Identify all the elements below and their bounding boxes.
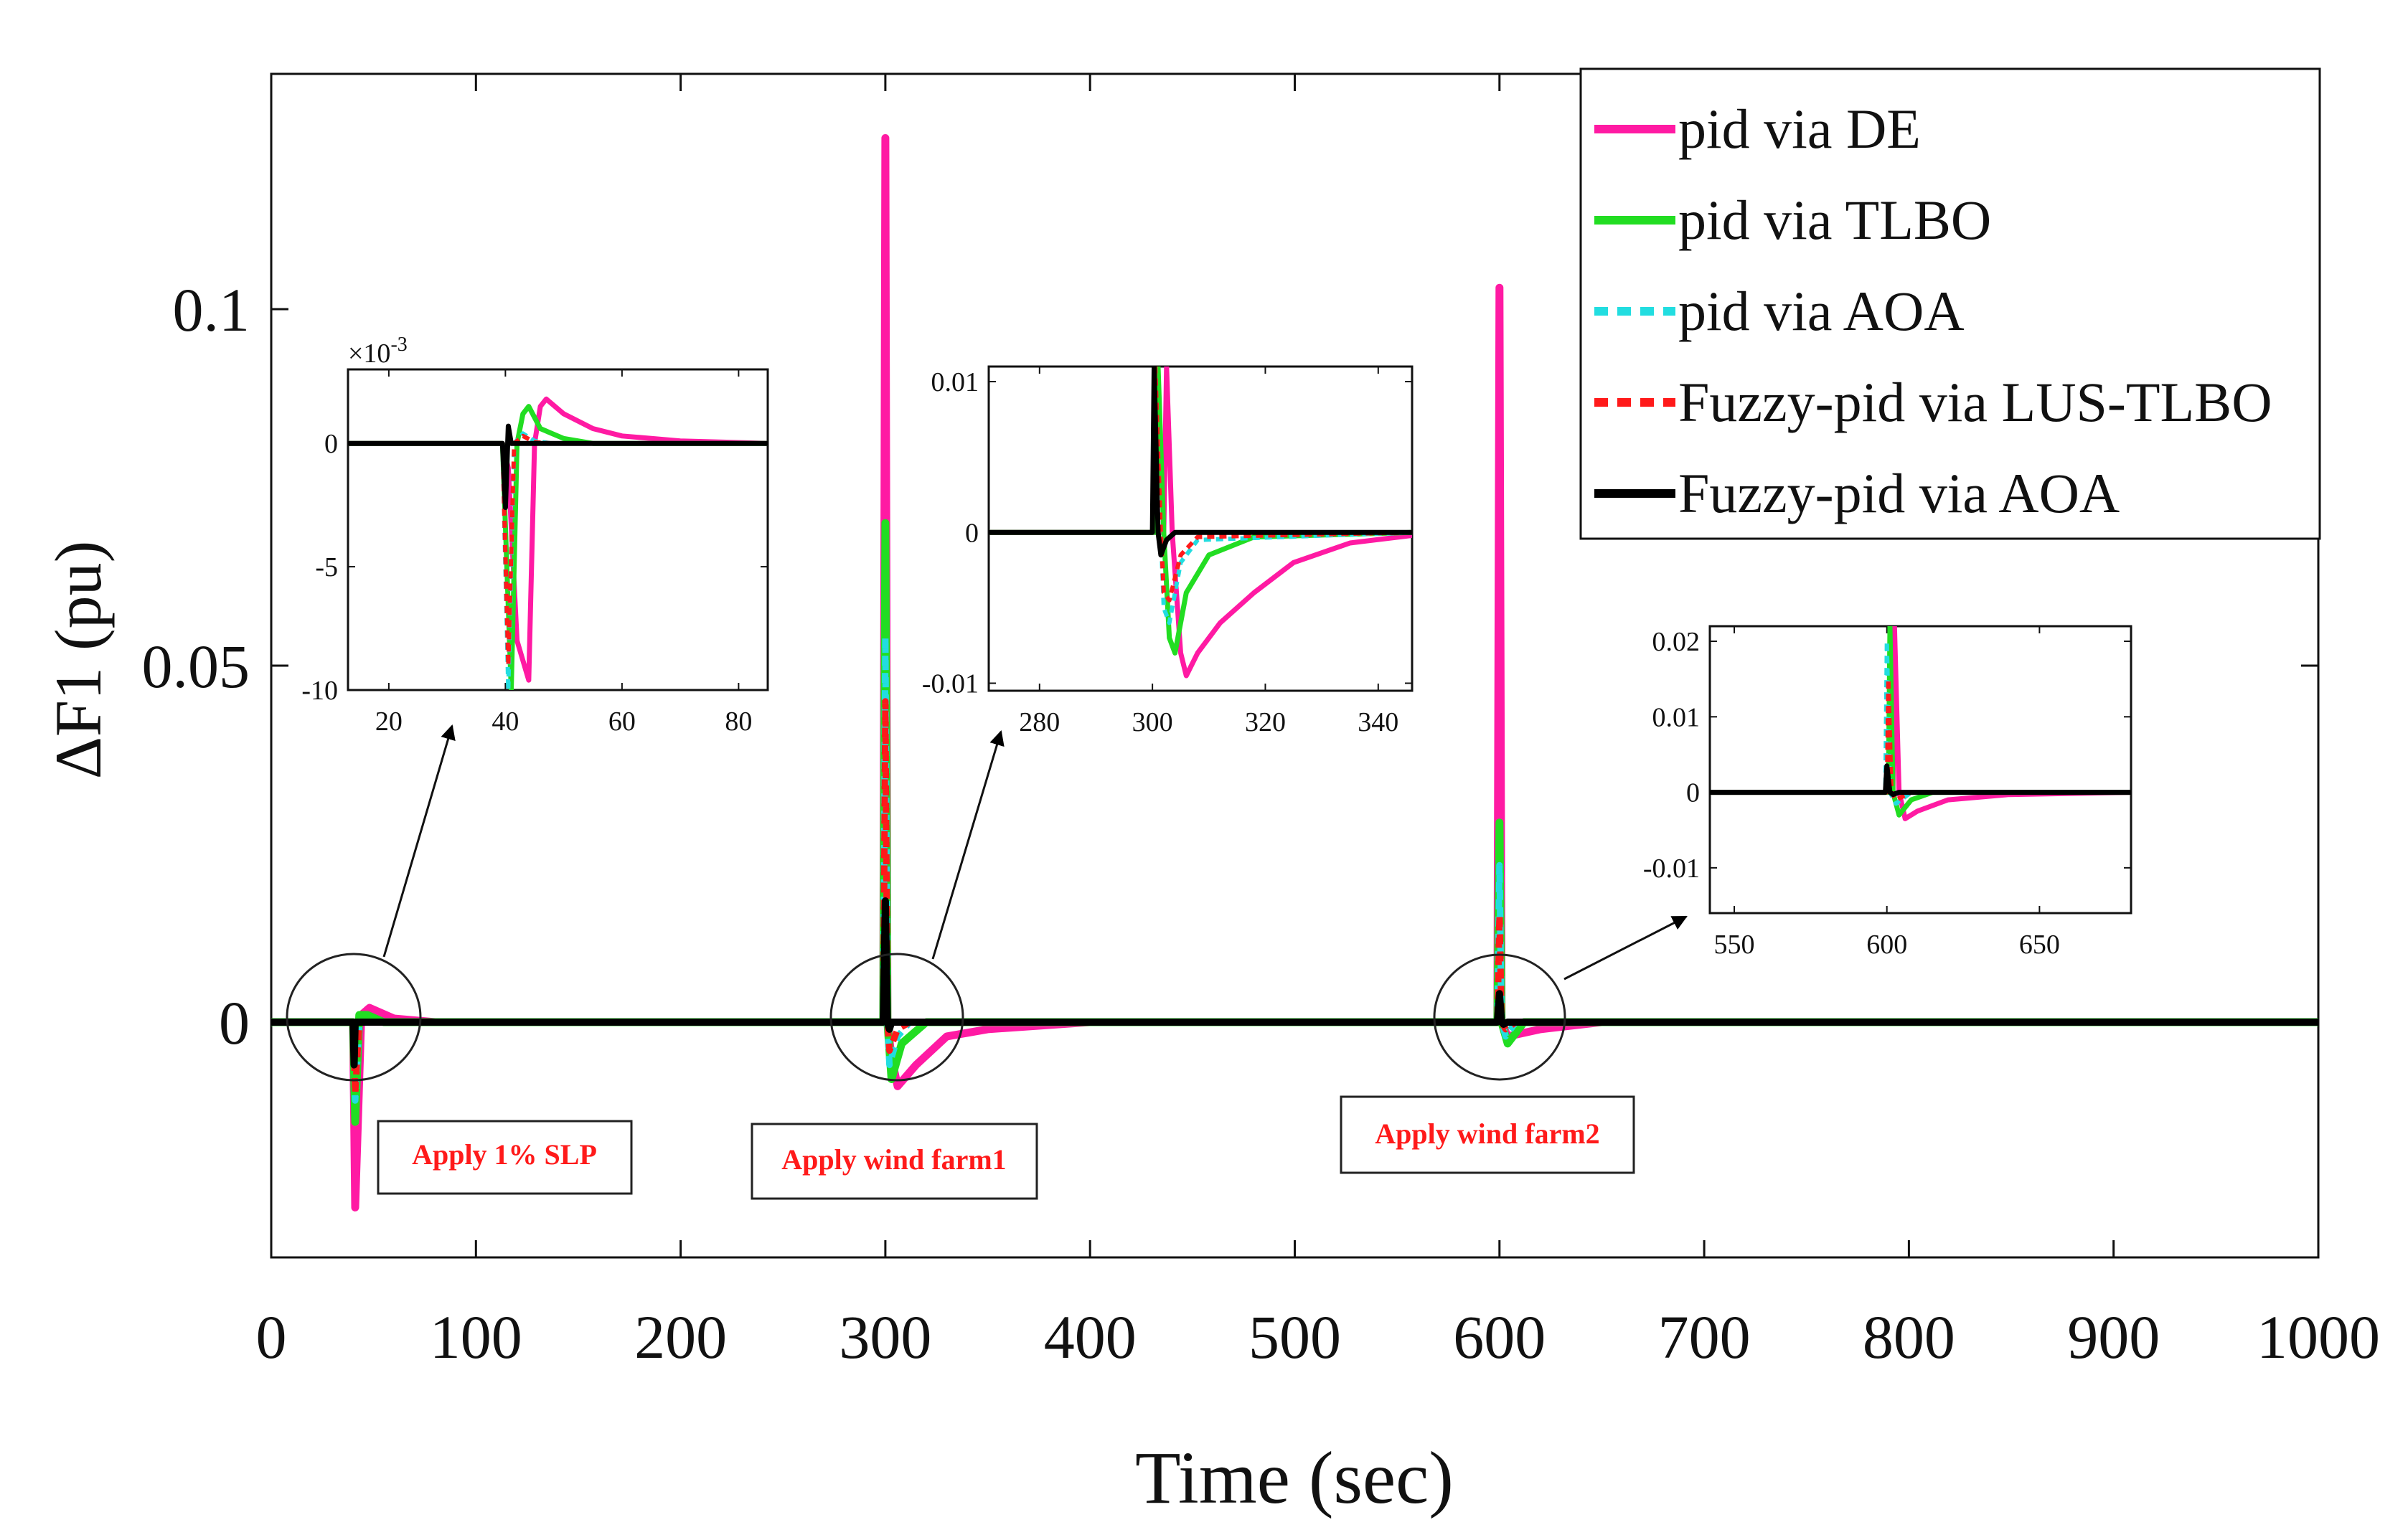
- main-series-group: [271, 134, 2318, 1212]
- inset-x-tick-label: 20: [375, 707, 403, 737]
- inset-series-group: [1710, 626, 2131, 821]
- legend-label-1: pid via DE: [1678, 98, 1921, 160]
- zoom-circle-2: [829, 953, 964, 1082]
- legend-label-2: pid via TLBO: [1678, 189, 1991, 251]
- inset-x-tick-label: 60: [608, 707, 636, 737]
- inset-x-tick-label: 320: [1245, 707, 1286, 737]
- inset-series-line-4: [989, 367, 1412, 603]
- series-line-5: [271, 897, 2318, 1069]
- inset-x-tick-label: 300: [1132, 707, 1173, 737]
- y-tick-label: 0: [219, 988, 250, 1057]
- y-tick-label: 0.1: [173, 275, 250, 344]
- inset-series-line-5: [989, 367, 1412, 558]
- inset-3: 550 600 650 0.02 0.01 0 -0.01: [1643, 625, 2132, 960]
- inset-x-tick-label: 80: [725, 707, 752, 737]
- zoom-circle-1: [286, 953, 422, 1082]
- x-tick-label: 200: [634, 1303, 727, 1371]
- x-tick-label: 1000: [2257, 1303, 2380, 1371]
- zoom-arrow-group: [382, 724, 1688, 981]
- zoom-arrow-3: [1563, 915, 1688, 981]
- annotation-wind-farm1: Apply wind farm1: [781, 1143, 1006, 1176]
- inset-exponent-label: ×10-3: [348, 334, 408, 369]
- annotation-box-3: Apply wind farm2: [1340, 1095, 1635, 1174]
- inset-series-line-5: [1710, 763, 2131, 798]
- inset-x-tick-label: 40: [492, 707, 519, 737]
- inset-series-line-5: [348, 423, 768, 511]
- inset-exponent-power: -3: [390, 334, 407, 356]
- zoom-arrow-2: [931, 729, 1005, 960]
- inset-y-tick-label: -5: [315, 552, 338, 582]
- inset-series-group: [989, 367, 1412, 679]
- inset-frame: [987, 365, 1414, 692]
- inset-frame: [1708, 625, 2132, 915]
- x-tick-label: 400: [1044, 1303, 1137, 1371]
- zoom-circle-3: [1433, 953, 1566, 1081]
- x-tick-label: 900: [2067, 1303, 2160, 1371]
- x-tick-label: 500: [1248, 1303, 1341, 1371]
- x-tick-label: 600: [1453, 1303, 1546, 1371]
- inset-x-tick-label: 550: [1714, 930, 1755, 960]
- legend-label-5: Fuzzy-pid via AOA: [1678, 462, 2120, 524]
- inset-frame: [347, 368, 769, 691]
- x-tick-label: 700: [1658, 1303, 1751, 1371]
- y-tick-label: 0.05: [142, 632, 250, 701]
- inset-group: 20 40 60 80 0 -5 -10 ×10-3 280 300 320 340 0.01 0 -0.0…: [301, 334, 2132, 960]
- legend: pid via DE pid via TLBO pid via AOA Fuzzy-p…: [1579, 67, 2321, 540]
- legend-box: [1579, 67, 2321, 540]
- inset-x-tick-label: 340: [1358, 707, 1398, 737]
- legend-label-4: Fuzzy-pid via LUS-TLBO: [1678, 371, 2272, 433]
- annotation-box-1: Apply 1% SLP: [377, 1120, 633, 1195]
- inset-series-line-1: [989, 367, 1412, 679]
- inset-y-tick-label: 0.01: [931, 367, 979, 397]
- inset-y-tick-label: 0.02: [1652, 627, 1701, 657]
- x-tick-label: 300: [839, 1303, 931, 1371]
- legend-label-3: pid via AOA: [1678, 280, 1965, 342]
- inset-x-tick-label: 650: [2019, 930, 2060, 960]
- inset-y-tick-label: 0.01: [1652, 702, 1701, 732]
- annotation-wind-farm2: Apply wind farm2: [1375, 1118, 1599, 1150]
- inset-y-tick-label: 0: [324, 429, 338, 459]
- zoom-arrow-1: [382, 724, 456, 958]
- inset-x-tick-label: 600: [1866, 930, 1907, 960]
- annotation-slp: Apply 1% SLP: [412, 1138, 597, 1171]
- x-tick-label: 0: [256, 1303, 287, 1371]
- inset-y-tick-label: 0: [1686, 778, 1700, 808]
- x-tick-label: 800: [1863, 1303, 1955, 1371]
- zoom-marker-group: [286, 953, 1566, 1082]
- inset-y-tick-label: 0: [965, 518, 979, 548]
- annotation-box-2: Apply wind farm1: [751, 1123, 1038, 1200]
- inset-x-tick-label: 280: [1019, 707, 1060, 737]
- x-axis-label: Time (sec): [1135, 1437, 1454, 1519]
- y-axis-label: ΔF1 (pu): [42, 541, 115, 780]
- inset-1: 20 40 60 80 0 -5 -10 ×10-3: [301, 334, 769, 737]
- inset-y-tick-label: -10: [301, 676, 338, 706]
- inset-y-tick-label: -0.01: [922, 669, 979, 699]
- inset-series-group: [348, 396, 768, 690]
- inset-y-tick-label: -0.01: [1643, 854, 1700, 884]
- inset-2: 280 300 320 340 0.01 0 -0.01: [922, 365, 1414, 737]
- x-tick-label: 100: [430, 1303, 522, 1371]
